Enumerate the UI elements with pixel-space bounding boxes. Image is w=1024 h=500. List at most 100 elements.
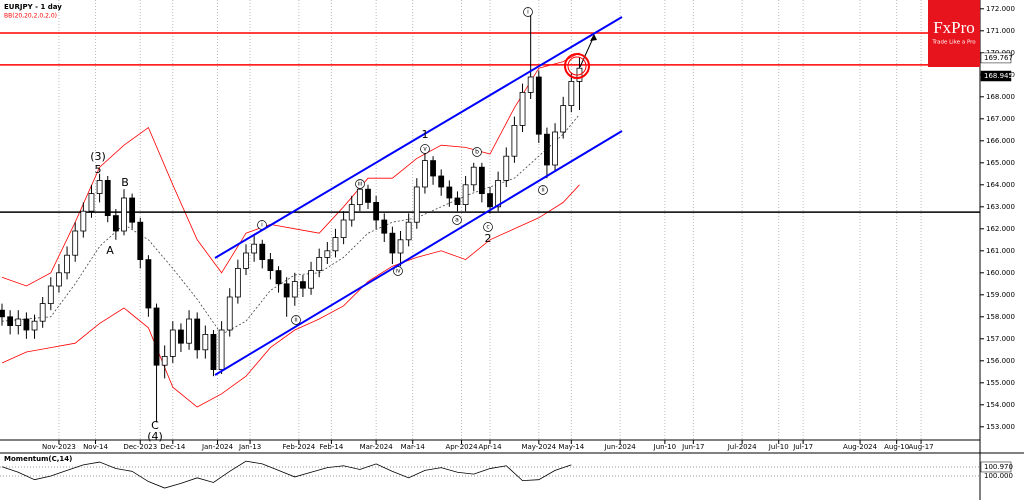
y-tick-label: 168.000	[986, 93, 1015, 101]
wave-circle	[355, 179, 365, 189]
candle-body	[332, 237, 339, 252]
highlight-circle-inner	[567, 56, 587, 76]
candle-body	[397, 239, 404, 254]
candle-body	[64, 254, 70, 274]
candle-body	[324, 250, 331, 258]
wave-label: a	[455, 217, 459, 224]
candle-body	[39, 303, 46, 322]
y-tick-label: 171.000	[986, 27, 1015, 35]
momentum-line	[1, 460, 572, 489]
x-tick-label: May-14	[558, 443, 584, 451]
candle-body	[194, 318, 201, 351]
candle-body	[145, 259, 152, 309]
candle-body	[291, 281, 298, 298]
candle-body	[552, 131, 558, 166]
grid	[0, 0, 984, 477]
candle-body	[373, 201, 380, 221]
candle-body	[487, 193, 493, 208]
x-tick-label: Jun-2024	[603, 443, 636, 451]
logo-box	[928, 0, 980, 67]
channel-lower	[214, 130, 623, 376]
wave-circle	[291, 315, 301, 325]
candle-body	[413, 186, 420, 223]
value-label-box	[980, 461, 1012, 473]
candle-body	[72, 230, 79, 256]
y-tick-label: 163.000	[986, 203, 1015, 211]
candle-body	[202, 333, 209, 351]
wave-circle	[452, 215, 462, 225]
x-tick-label: Dec-2023	[123, 443, 157, 451]
candle-body	[544, 133, 550, 166]
x-tick-label: Nov-2023	[42, 443, 76, 451]
candle-body	[348, 204, 355, 221]
wave-label: 5	[95, 163, 102, 176]
y-tick-label: 154.000	[986, 401, 1015, 409]
candle-body	[511, 125, 518, 157]
x-tick-label: Mar-2024	[360, 443, 394, 451]
candle-body	[153, 307, 160, 366]
wave-label: 2	[485, 232, 492, 245]
x-tick-label: Jun-10	[653, 443, 676, 451]
candle-body	[47, 285, 54, 305]
candle-body	[7, 316, 14, 326]
candle-body	[454, 197, 461, 205]
candle-body	[251, 243, 258, 254]
y-tick-label: 161.000	[986, 247, 1015, 255]
wave-label: iv	[395, 268, 401, 275]
candle-body	[478, 166, 485, 194]
band-lower	[1, 184, 580, 408]
target-arrow	[579, 35, 595, 68]
x-tick-label: Jun-17	[681, 443, 704, 451]
y-tick-label: 153.000	[986, 423, 1015, 431]
arrow-head	[590, 34, 597, 41]
x-tick-label: Jul-2024	[727, 443, 757, 451]
x-tick-label: Mar-14	[401, 443, 426, 451]
candle-body	[210, 333, 217, 370]
y-tick-label: 156.000	[986, 357, 1015, 365]
candle-body	[104, 179, 111, 216]
candle-body	[112, 215, 119, 232]
y-tick-label: 157.000	[986, 335, 1015, 343]
candle-body	[495, 179, 502, 208]
x-tick-label: Jul-10	[768, 443, 789, 451]
candle-body	[535, 76, 542, 135]
x-tick-label: Dec-14	[160, 443, 186, 451]
wave-label: v	[423, 146, 427, 153]
candle-body	[438, 175, 445, 188]
channel-upper	[214, 16, 623, 259]
y-tick-label: 158.000	[986, 313, 1015, 321]
y-tick-label: 159.000	[986, 291, 1015, 299]
wave-label: (3)	[90, 150, 106, 163]
candle-body	[96, 179, 103, 194]
candle-body	[422, 160, 428, 188]
candle-body	[0, 309, 5, 318]
x-tick-label: Jan-13	[238, 443, 261, 451]
x-tick-label: Feb-14	[319, 443, 343, 451]
wave-label: i	[527, 9, 529, 16]
x-tick-label: Apr-2024	[446, 443, 479, 451]
x-tick-label: Aug-17	[909, 443, 934, 451]
wave-circle	[523, 7, 533, 17]
candle-body	[226, 296, 233, 331]
candle-body	[389, 232, 396, 254]
wave-circle	[472, 147, 482, 157]
wave-circle	[483, 222, 493, 232]
y-tick-label: 172.000	[986, 5, 1015, 13]
candle-body	[15, 318, 22, 326]
y-tick-label: 167.000	[986, 115, 1015, 123]
candle-body	[316, 256, 323, 271]
wave-label: 1	[422, 128, 429, 141]
price-label: 168.945	[984, 72, 1013, 80]
x-tick-label: Nov-14	[83, 443, 108, 451]
y-tick-label: 100.970	[984, 463, 1013, 471]
candle-body	[88, 193, 95, 212]
candle-body	[267, 259, 274, 272]
candle-body	[186, 318, 192, 344]
candle-body	[23, 318, 30, 331]
candle-body	[121, 197, 127, 232]
wave-circle	[420, 144, 430, 154]
candle-body	[527, 76, 534, 93]
candle-body	[470, 166, 477, 186]
candle-body	[234, 267, 241, 298]
